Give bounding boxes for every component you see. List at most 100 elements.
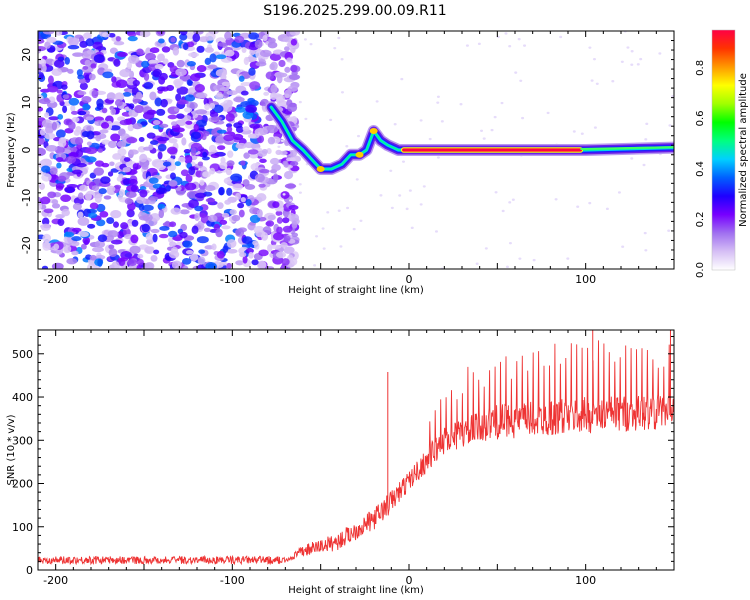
noise-blob — [157, 53, 165, 62]
noise-blob — [85, 116, 94, 121]
noise-blob — [170, 121, 178, 126]
noise-blob — [196, 65, 207, 73]
noise-speckle — [345, 145, 349, 148]
noise-blob — [269, 63, 275, 70]
noise-blob — [42, 31, 55, 35]
noise-blob — [41, 217, 50, 226]
noise-blob — [150, 255, 158, 262]
noise-blob — [209, 111, 219, 118]
snr-ylabel: SNR (10 * v/v) — [6, 414, 17, 485]
noise-blob — [134, 105, 144, 114]
noise-speckle — [355, 178, 359, 181]
noise-speckle — [422, 185, 426, 188]
noise-blob — [152, 233, 158, 243]
noise-blob — [179, 31, 188, 36]
noise-blob — [86, 125, 92, 132]
noise-blob — [157, 136, 170, 142]
noise-blob — [249, 49, 256, 56]
signal-hotspot — [369, 127, 378, 134]
noise-blob — [44, 112, 50, 118]
noise-blob — [288, 74, 301, 80]
noise-blob — [287, 212, 296, 222]
colorbar-tick-label: 0.6 — [695, 110, 706, 126]
noise-blob — [269, 157, 280, 165]
noise-blob — [272, 201, 280, 208]
snr-panel: -200 -100 0 100 0 100 200 300 400 500 Height of s… — [6, 329, 675, 596]
noise-blob — [97, 148, 103, 153]
noise-blob — [286, 157, 296, 162]
noise-speckle — [517, 37, 521, 41]
noise-blob — [144, 246, 155, 254]
noise-blob — [162, 161, 172, 167]
noise-blob — [75, 149, 84, 158]
noise-speckle — [428, 137, 432, 141]
noise-blob — [79, 231, 89, 238]
noise-blob — [150, 228, 160, 234]
noise-blob — [115, 36, 121, 42]
noise-blob — [238, 209, 245, 218]
noise-speckle — [303, 38, 307, 41]
noise-blob — [174, 161, 182, 167]
noise-blob — [226, 248, 238, 254]
noise-speckle — [630, 50, 634, 53]
noise-blob — [292, 251, 299, 260]
noise-blob — [175, 68, 187, 77]
noise-blob — [38, 201, 42, 211]
noise-speckle — [572, 130, 576, 133]
noise-blob — [132, 79, 140, 87]
noise-blob — [219, 219, 228, 225]
noise-blob — [275, 251, 287, 259]
noise-blob — [221, 81, 231, 87]
noise-speckle — [645, 122, 649, 126]
noise-blob — [141, 223, 151, 233]
noise-blob — [245, 104, 257, 113]
noise-blob — [180, 169, 189, 177]
noise-speckle — [337, 36, 341, 40]
noise-speckle — [644, 138, 648, 141]
noise-speckle — [595, 82, 599, 85]
noise-blob — [127, 258, 138, 267]
noise-blob — [283, 246, 295, 254]
noise-speckle — [339, 245, 343, 248]
noise-blob — [100, 121, 110, 129]
noise-blob — [230, 173, 243, 182]
noise-blob — [255, 61, 267, 67]
noise-blob — [261, 148, 268, 154]
signal-track — [268, 104, 674, 172]
noise-speckle — [389, 169, 393, 172]
y-tick-label: 300 — [12, 434, 33, 447]
noise-blob — [66, 258, 78, 265]
noise-blob — [96, 219, 106, 227]
noise-blob — [248, 251, 254, 259]
noise-blob — [135, 91, 143, 101]
noise-blob — [44, 132, 56, 140]
noise-blob — [202, 151, 208, 158]
noise-blob — [194, 205, 204, 212]
noise-blob — [94, 240, 106, 249]
noise-speckle — [494, 191, 498, 194]
colorbar-ticks: 0.0 0.2 0.4 0.6 0.8 — [695, 60, 706, 278]
noise-blob — [249, 153, 259, 159]
noise-speckle — [279, 214, 283, 218]
noise-blob — [207, 214, 218, 223]
noise-blob — [116, 140, 127, 148]
noise-blob — [192, 33, 201, 43]
noise-blob — [168, 230, 178, 238]
noise-blob — [96, 103, 104, 110]
noise-blob — [141, 204, 154, 211]
noise-blob — [169, 241, 177, 247]
noise-blob — [84, 191, 92, 201]
noise-blob — [195, 109, 208, 115]
noise-blob — [75, 125, 82, 133]
noise-blob — [224, 199, 232, 205]
noise-blob — [79, 82, 88, 90]
noise-blob — [126, 61, 132, 70]
noise-blob — [197, 256, 206, 265]
noise-blob — [179, 33, 188, 41]
noise-blob — [190, 73, 201, 82]
noise-blob — [110, 108, 116, 116]
noise-blob — [129, 178, 138, 186]
noise-blob — [166, 146, 178, 155]
noise-blob — [47, 191, 57, 199]
noise-blob — [129, 245, 141, 254]
